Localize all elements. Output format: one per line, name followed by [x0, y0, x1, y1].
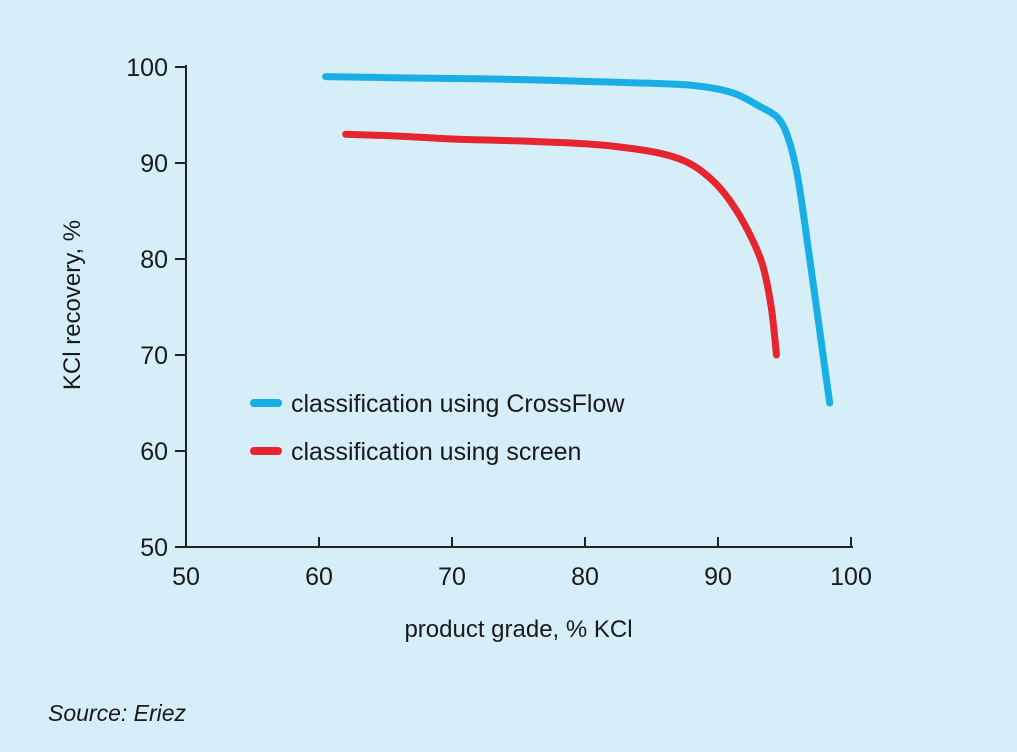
line-chart: 50 60 70 80 90 100 50 60 70 80 90 100 classificatio… — [59, 54, 872, 643]
x-tick-label: 50 — [172, 563, 200, 591]
y-tick-label: 100 — [126, 54, 168, 82]
x-tick-label: 80 — [571, 563, 599, 591]
y-axis-title: KCl recovery, % — [59, 220, 86, 390]
series-lines — [322, 73, 834, 407]
axes — [185, 65, 853, 548]
legend-label-crossflow: classification using CrossFlow — [291, 390, 625, 418]
x-tick-label: 60 — [305, 563, 333, 591]
x-tick-label: 90 — [704, 563, 732, 591]
ticks: 50 60 70 80 90 100 50 60 70 80 90 100 — [126, 54, 872, 591]
y-tick-label: 90 — [140, 150, 168, 178]
y-tick-label: 70 — [140, 342, 168, 370]
y-tick-label: 60 — [140, 438, 168, 466]
source-note: Source: Eriez — [48, 700, 187, 726]
legend: classification using CrossFlow classifica… — [250, 390, 625, 466]
x-tick-label: 70 — [438, 563, 466, 591]
x-tick-label: 100 — [830, 563, 872, 591]
series-line-crossflow — [322, 73, 834, 407]
y-tick-label: 50 — [140, 534, 168, 562]
x-axis-title: product grade, % KCl — [404, 616, 632, 643]
series-line-screen — [342, 130, 780, 359]
y-tick-label: 80 — [140, 246, 168, 274]
legend-label-screen: classification using screen — [291, 438, 581, 466]
